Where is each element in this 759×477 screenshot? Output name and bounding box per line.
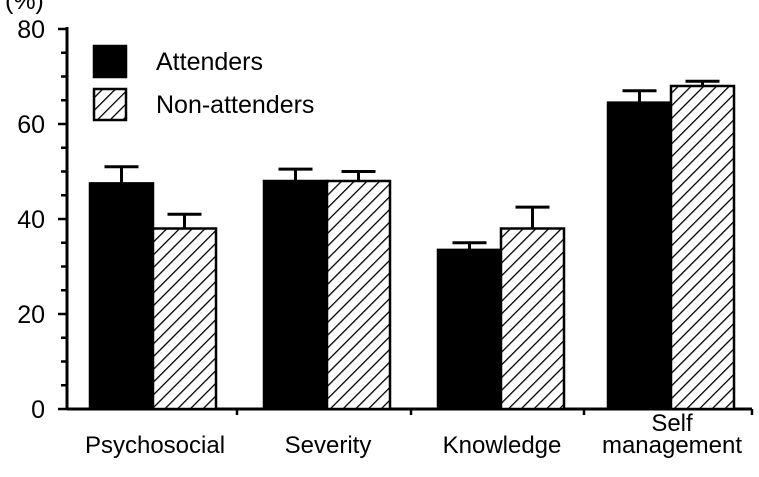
legend-swatch <box>92 44 128 79</box>
bar-non-attenders <box>151 227 218 411</box>
bar-non-attenders <box>325 179 392 411</box>
bar-attenders <box>606 101 673 411</box>
y-tick-label: 60 <box>17 111 45 139</box>
x-tick-label: Knowledge <box>443 432 562 459</box>
bar-attenders <box>262 179 329 411</box>
y-tick-label: 40 <box>17 206 45 234</box>
bars <box>88 79 736 411</box>
legend-label: Attenders <box>156 48 263 76</box>
y-tick-label: 80 <box>17 16 45 44</box>
bar-attenders <box>436 248 503 411</box>
x-tick-label: Psychosocial <box>85 432 225 459</box>
axes: 0 20 40 60 80 Psychosocial Severity Knowledge Se… <box>17 16 754 459</box>
legend-swatch <box>92 87 128 122</box>
bar-non-attenders <box>669 84 736 411</box>
y-tick-label: 0 <box>31 396 45 424</box>
legend-label: Non-attenders <box>156 91 314 119</box>
y-tick-label: 20 <box>17 301 45 329</box>
y-axis-label: (%) <box>5 0 44 15</box>
x-tick-label: Self management <box>602 410 742 459</box>
bar-non-attenders <box>499 227 566 411</box>
x-tick-label: Severity <box>285 432 372 459</box>
legend: Attenders Non-attenders <box>92 44 314 122</box>
bar-attenders <box>88 182 155 411</box>
